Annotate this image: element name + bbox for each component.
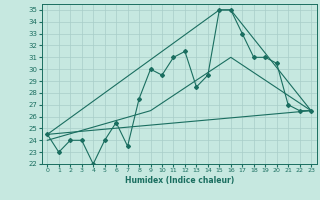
X-axis label: Humidex (Indice chaleur): Humidex (Indice chaleur) [124,176,234,185]
